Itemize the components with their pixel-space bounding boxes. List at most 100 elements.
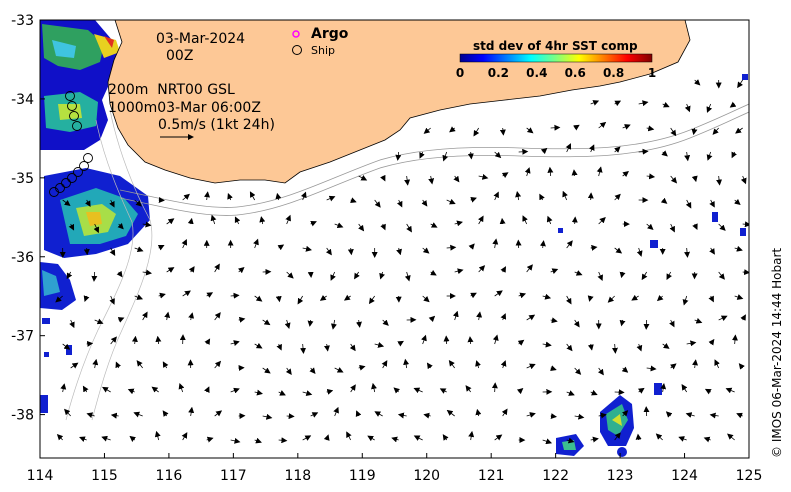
current-arrow bbox=[477, 215, 484, 225]
current-arrow bbox=[694, 317, 703, 324]
y-tick-label: -36 bbox=[11, 250, 34, 266]
current-arrow bbox=[636, 343, 643, 352]
current-arrow bbox=[157, 245, 165, 251]
current-arrow bbox=[738, 363, 745, 370]
current-arrow bbox=[598, 217, 606, 225]
current-arrow bbox=[302, 245, 312, 252]
x-axis: 114 115 116 117 118 119 120 121 122 123 124 125 bbox=[27, 453, 762, 484]
current-arrow bbox=[597, 367, 604, 376]
current-arrow bbox=[253, 238, 259, 249]
current-arrow bbox=[708, 338, 715, 346]
current-arrow bbox=[297, 295, 304, 305]
current-arrow bbox=[547, 166, 554, 177]
current-arrow bbox=[621, 410, 629, 417]
colorbar-tick-label: 0 bbox=[456, 66, 464, 80]
current-arrow bbox=[494, 290, 503, 297]
current-arrow bbox=[709, 247, 715, 255]
current-arrow bbox=[646, 365, 657, 372]
current-arrow bbox=[343, 294, 351, 301]
current-arrow bbox=[115, 361, 122, 369]
current-arrow bbox=[590, 436, 599, 443]
current-arrow bbox=[210, 214, 217, 225]
current-arrow bbox=[374, 199, 381, 208]
current-arrow bbox=[709, 412, 719, 419]
current-arrow bbox=[404, 175, 411, 186]
current-arrow bbox=[607, 295, 615, 303]
current-arrow bbox=[725, 387, 735, 394]
current-arrow bbox=[670, 363, 677, 370]
current-arrow bbox=[204, 386, 210, 393]
current-arrow bbox=[310, 220, 317, 227]
current-arrow bbox=[446, 244, 457, 251]
current-arrow bbox=[403, 358, 410, 369]
current-arrow bbox=[731, 334, 738, 345]
current-arrow bbox=[590, 244, 598, 251]
current-arrow bbox=[685, 412, 695, 418]
current-arrow bbox=[446, 198, 456, 205]
current-arrow bbox=[206, 292, 214, 298]
current-arrow bbox=[682, 295, 689, 306]
current-arrow bbox=[442, 434, 449, 441]
current-arrow bbox=[110, 412, 119, 419]
current-arrow bbox=[636, 247, 643, 257]
colorbar-title: std dev of 4hr SST comp bbox=[473, 39, 638, 53]
current-arrow bbox=[452, 310, 459, 321]
current-arrow bbox=[358, 175, 368, 181]
current-arrow bbox=[323, 343, 330, 352]
current-arrow bbox=[234, 216, 241, 225]
colorbar-gradient bbox=[459, 53, 653, 63]
current-arrow bbox=[110, 336, 117, 345]
current-arrow bbox=[646, 223, 654, 230]
current-arrow bbox=[164, 311, 171, 321]
current-arrow bbox=[182, 193, 190, 201]
current-arrow bbox=[478, 265, 486, 273]
current-arrow bbox=[684, 103, 691, 113]
current-arrow bbox=[516, 387, 524, 395]
current-arrow bbox=[85, 199, 91, 207]
colorbar-tick-label: 1 bbox=[648, 66, 656, 80]
current-arrow bbox=[94, 318, 104, 325]
current-arrow bbox=[300, 343, 307, 354]
current-arrow bbox=[494, 434, 503, 441]
y-axis: -33 -34 -35 -36 -37 -38 bbox=[11, 13, 45, 424]
current-arrow bbox=[155, 335, 162, 345]
current-arrow bbox=[470, 196, 477, 203]
current-arrow bbox=[614, 193, 621, 201]
current-arrow bbox=[449, 126, 456, 133]
current-arrow bbox=[428, 315, 436, 323]
current-arrow bbox=[380, 174, 386, 182]
current-arrow bbox=[391, 436, 399, 443]
current-arrow bbox=[542, 341, 552, 348]
current-arrow bbox=[670, 127, 677, 137]
current-arrow bbox=[475, 360, 481, 369]
current-arrow bbox=[350, 197, 357, 203]
current-arrow bbox=[307, 319, 314, 327]
current-arrow bbox=[550, 365, 557, 371]
current-arrow bbox=[275, 192, 282, 201]
current-arrow bbox=[423, 412, 431, 419]
current-arrow bbox=[660, 383, 667, 393]
current-arrow bbox=[665, 411, 673, 418]
current-arrow bbox=[550, 124, 561, 131]
current-arrow bbox=[635, 433, 642, 441]
current-arrow bbox=[542, 293, 552, 300]
isobath-west-2 bbox=[65, 119, 134, 421]
current-arrow bbox=[302, 390, 313, 396]
current-arrow bbox=[262, 367, 271, 374]
current-arrow bbox=[475, 408, 482, 417]
current-arrow bbox=[396, 199, 403, 208]
colorbar-tick-label: 0.8 bbox=[603, 66, 624, 80]
current-arrow bbox=[539, 193, 545, 201]
current-arrow bbox=[470, 292, 477, 299]
current-arrow bbox=[678, 436, 687, 442]
current-arrow bbox=[501, 172, 509, 179]
current-arrow bbox=[188, 312, 195, 321]
current-arrow bbox=[574, 270, 583, 276]
current-arrow bbox=[518, 292, 527, 299]
current-arrow bbox=[619, 271, 626, 279]
x-tick-label: 124 bbox=[671, 468, 698, 484]
current-arrow bbox=[162, 410, 169, 417]
current-arrow bbox=[396, 247, 402, 256]
y-tick-label: -33 bbox=[11, 13, 34, 29]
